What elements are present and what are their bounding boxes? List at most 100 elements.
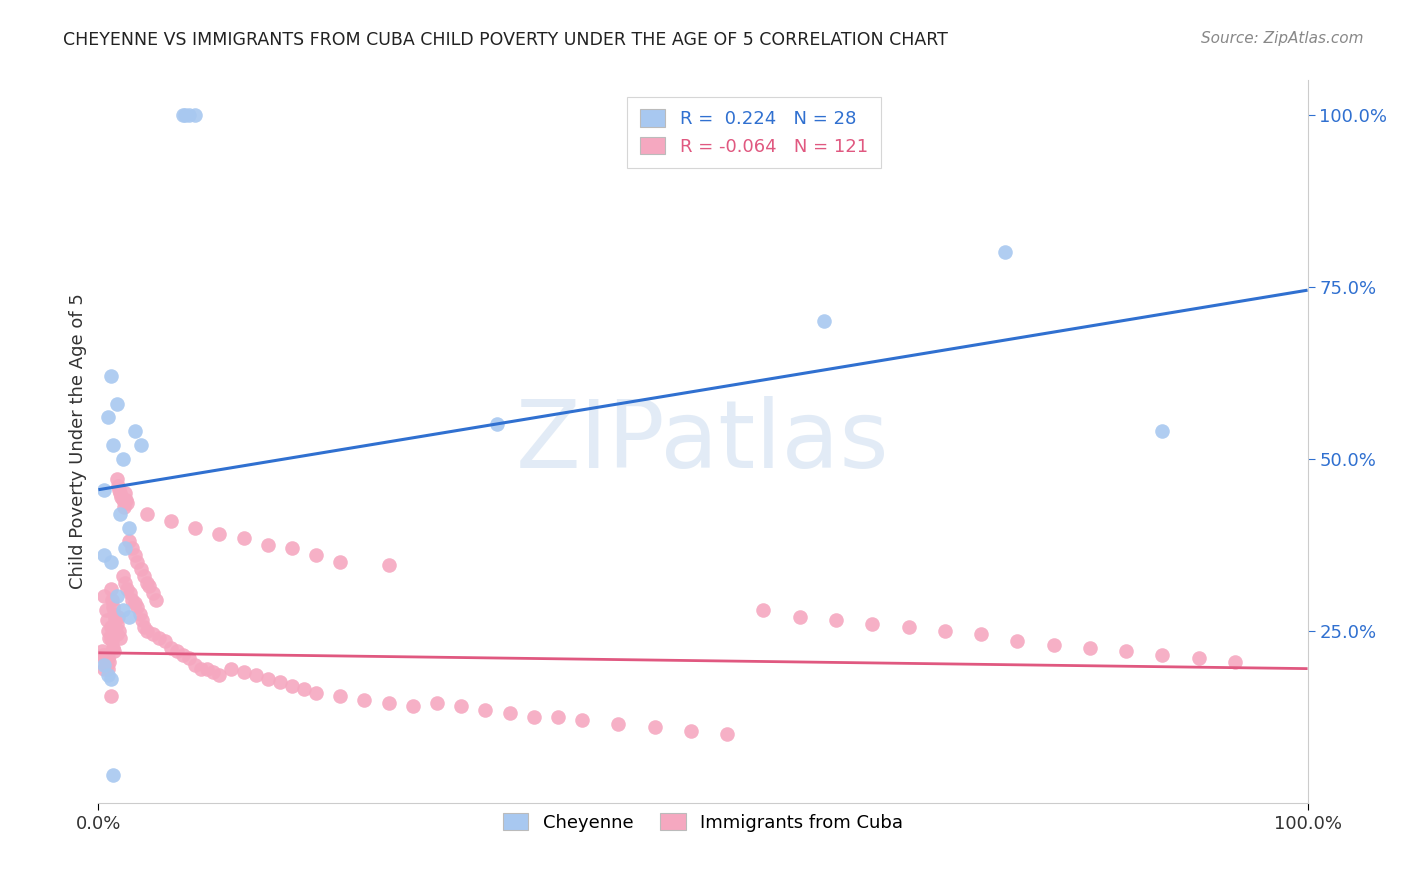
Point bbox=[474, 703, 496, 717]
Point bbox=[166, 644, 188, 658]
Point bbox=[97, 662, 120, 676]
Point bbox=[103, 607, 125, 621]
Point bbox=[377, 558, 399, 573]
Point bbox=[97, 668, 120, 682]
Point bbox=[124, 424, 146, 438]
Point bbox=[94, 658, 117, 673]
Point bbox=[100, 582, 122, 597]
Point bbox=[101, 599, 124, 614]
Point bbox=[353, 692, 375, 706]
Point bbox=[179, 108, 201, 122]
Point bbox=[104, 614, 127, 628]
Point bbox=[134, 568, 156, 582]
Point bbox=[897, 620, 920, 634]
Point bbox=[256, 538, 278, 552]
Point bbox=[112, 500, 135, 514]
Point bbox=[100, 672, 122, 686]
Point bbox=[138, 579, 160, 593]
Point bbox=[91, 644, 114, 658]
Point bbox=[1078, 640, 1101, 655]
Point bbox=[232, 531, 254, 545]
Point bbox=[1152, 648, 1174, 662]
Point bbox=[153, 634, 176, 648]
Point bbox=[184, 108, 207, 122]
Point bbox=[124, 596, 146, 610]
Point bbox=[179, 651, 201, 665]
Point bbox=[292, 682, 315, 697]
Point bbox=[105, 590, 128, 604]
Point bbox=[94, 603, 117, 617]
Point bbox=[121, 541, 143, 556]
Point bbox=[1042, 638, 1064, 652]
Legend: Cheyenne, Immigrants from Cuba: Cheyenne, Immigrants from Cuba bbox=[491, 800, 915, 845]
Point bbox=[114, 486, 136, 500]
Point bbox=[100, 620, 122, 634]
Point bbox=[752, 603, 775, 617]
Point bbox=[934, 624, 956, 638]
Point bbox=[108, 483, 131, 497]
Point bbox=[96, 658, 118, 673]
Point bbox=[107, 479, 129, 493]
Point bbox=[571, 713, 593, 727]
Point bbox=[160, 514, 183, 528]
Text: Source: ZipAtlas.com: Source: ZipAtlas.com bbox=[1201, 31, 1364, 46]
Point bbox=[679, 723, 702, 738]
Point bbox=[96, 614, 118, 628]
Point bbox=[97, 651, 120, 665]
Point bbox=[115, 493, 138, 508]
Point bbox=[91, 648, 114, 662]
Point bbox=[160, 640, 183, 655]
Point bbox=[142, 627, 165, 641]
Point bbox=[96, 648, 118, 662]
Point bbox=[111, 451, 134, 466]
Point bbox=[135, 575, 157, 590]
Point bbox=[108, 486, 131, 500]
Point bbox=[93, 651, 115, 665]
Point bbox=[195, 662, 218, 676]
Point bbox=[98, 655, 121, 669]
Point bbox=[93, 662, 115, 676]
Point bbox=[101, 768, 124, 782]
Point bbox=[105, 472, 128, 486]
Point bbox=[131, 614, 153, 628]
Point bbox=[221, 662, 243, 676]
Point bbox=[105, 397, 128, 411]
Point bbox=[305, 686, 328, 700]
Point bbox=[108, 631, 131, 645]
Point bbox=[281, 679, 304, 693]
Point bbox=[202, 665, 225, 679]
Point bbox=[825, 614, 848, 628]
Point bbox=[93, 590, 115, 604]
Point bbox=[100, 689, 122, 703]
Point bbox=[118, 610, 141, 624]
Point bbox=[281, 541, 304, 556]
Point bbox=[111, 493, 134, 508]
Point bbox=[377, 696, 399, 710]
Point bbox=[101, 438, 124, 452]
Point bbox=[256, 672, 278, 686]
Point bbox=[813, 314, 835, 328]
Point bbox=[1115, 644, 1137, 658]
Point bbox=[111, 603, 134, 617]
Point bbox=[190, 662, 212, 676]
Point bbox=[124, 548, 146, 562]
Point bbox=[108, 624, 131, 638]
Text: CHEYENNE VS IMMIGRANTS FROM CUBA CHILD POVERTY UNDER THE AGE OF 5 CORRELATION CH: CHEYENNE VS IMMIGRANTS FROM CUBA CHILD P… bbox=[63, 31, 948, 49]
Point bbox=[100, 369, 122, 384]
Point bbox=[100, 592, 122, 607]
Point bbox=[127, 599, 149, 614]
Point bbox=[1152, 424, 1174, 438]
Point bbox=[93, 658, 115, 673]
Point bbox=[208, 668, 231, 682]
Point bbox=[426, 696, 449, 710]
Point bbox=[101, 640, 124, 655]
Point bbox=[1223, 655, 1246, 669]
Point bbox=[970, 627, 993, 641]
Point bbox=[716, 727, 738, 741]
Point bbox=[145, 592, 167, 607]
Point bbox=[184, 520, 207, 534]
Point bbox=[523, 710, 546, 724]
Point bbox=[305, 548, 328, 562]
Point bbox=[208, 527, 231, 541]
Point bbox=[329, 555, 352, 569]
